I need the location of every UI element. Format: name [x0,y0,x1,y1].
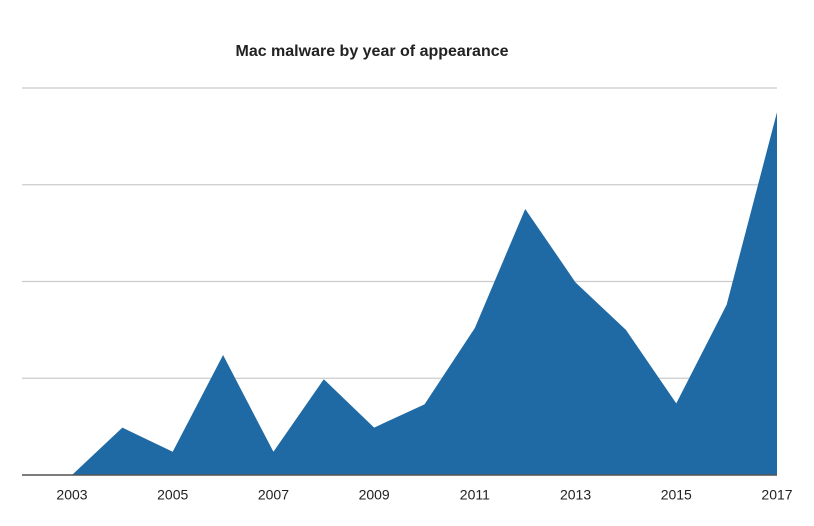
x-tick-label: 2015 [661,487,692,503]
x-tick-label: 2007 [258,487,289,503]
x-tick-label: 2011 [460,487,490,503]
x-tick-label: 2009 [359,487,390,503]
x-tick-label: 2003 [56,487,87,503]
chart-title: Mac malware by year of appearance [235,43,508,60]
x-tick-label: 2013 [560,487,591,503]
area [72,112,777,475]
x-tick-label: 2017 [761,487,792,503]
x-tick-label: 2005 [157,487,188,503]
